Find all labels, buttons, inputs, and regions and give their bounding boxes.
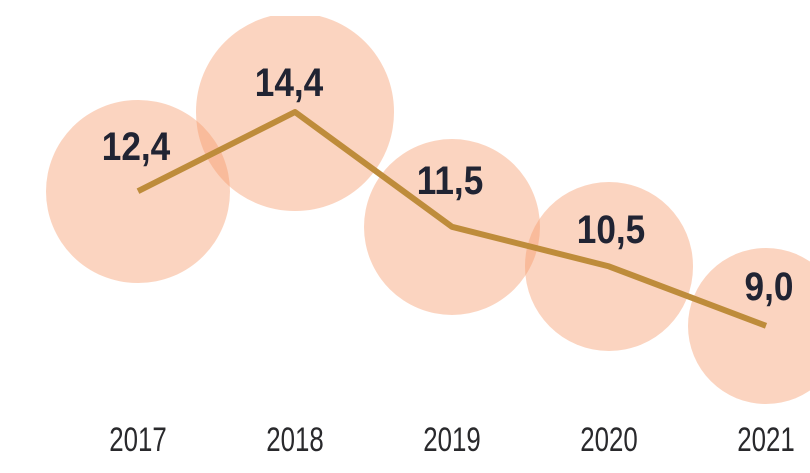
x-axis-label-2021: 2021 (737, 421, 795, 457)
bubble-2018 (196, 16, 394, 211)
bubble-line-chart: 12,4 2017 14,4 2018 11,5 2019 10,5 2020 9,0 2021 (40, 16, 810, 457)
x-axis-label-2017: 2017 (109, 421, 167, 457)
value-label-2019: 11,5 (416, 158, 484, 203)
value-label-2017: 12,4 (101, 125, 171, 170)
value-label-2021: 9,0 (744, 264, 794, 309)
x-axis-label-2020: 2020 (580, 421, 638, 457)
value-label-2020: 10,5 (576, 208, 646, 253)
x-axis-label-2018: 2018 (266, 421, 324, 457)
value-label-2018: 14,4 (254, 61, 324, 105)
x-axis-label-2019: 2019 (423, 421, 481, 457)
